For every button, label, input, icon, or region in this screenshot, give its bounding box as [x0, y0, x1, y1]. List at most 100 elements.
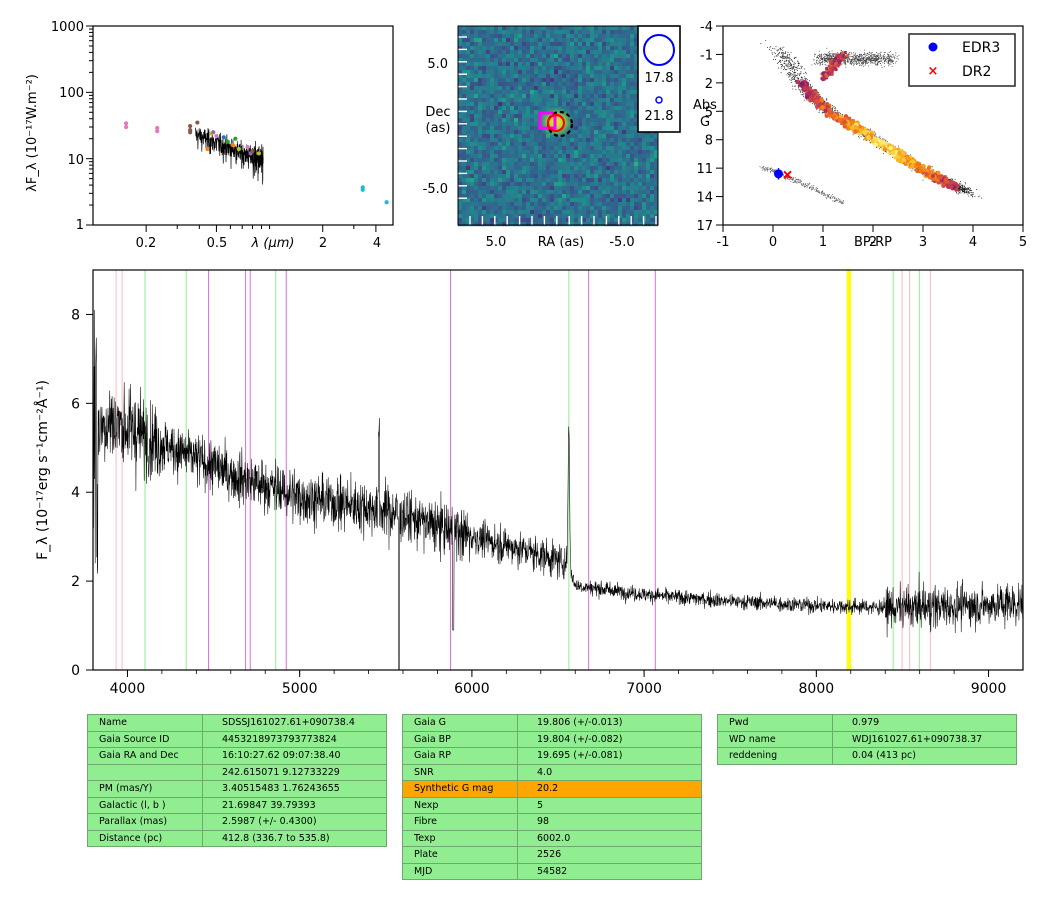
image-pixel [546, 66, 551, 71]
image-pixel [578, 42, 583, 47]
image-pixel [542, 54, 547, 59]
image-pixel [610, 82, 615, 87]
image-pixel [522, 142, 527, 147]
image-pixel [582, 170, 587, 175]
image-pixel [542, 50, 547, 55]
image-pixel [654, 166, 659, 171]
image-pixel [538, 38, 543, 43]
hr-field-star [833, 105, 835, 107]
image-pixel [478, 214, 483, 219]
hr-field-star [795, 67, 797, 69]
image-pixel [638, 194, 643, 199]
image-pixel [462, 222, 467, 227]
image-pixel [534, 146, 539, 151]
image-pixel [458, 182, 463, 187]
image-pixel [458, 82, 463, 87]
sed-photometry-point-2 [155, 125, 160, 131]
image-pixel [570, 222, 575, 227]
image-pixel [510, 70, 515, 75]
image-pixel [474, 94, 479, 99]
hr-field-star [785, 63, 787, 65]
image-pixel [466, 114, 471, 119]
image-pixel [474, 206, 479, 211]
hr-giant-star [830, 52, 832, 54]
image-pixel [510, 190, 515, 195]
image-pixel [462, 26, 467, 31]
hr-field-star [797, 60, 799, 62]
image-pixel [582, 194, 587, 199]
image-pixel [634, 118, 639, 123]
hr-field-star [951, 178, 953, 180]
image-pixel [614, 62, 619, 67]
image-pixel [514, 26, 519, 31]
image-pixel [622, 90, 627, 95]
image-pixel [602, 130, 607, 135]
image-pixel [534, 74, 539, 79]
image-pixel [478, 202, 483, 207]
image-pixel [458, 126, 463, 131]
image-pixel [578, 34, 583, 39]
image-pixel [510, 110, 515, 115]
image-pixel [574, 114, 579, 119]
image-pixel [602, 74, 607, 79]
hr-field-star [878, 148, 880, 150]
image-pixel [462, 74, 467, 79]
image-pixel [574, 94, 579, 99]
image-pixel [646, 194, 651, 199]
image-pixel [626, 126, 631, 131]
image-pixel [474, 50, 479, 55]
image-pixel [606, 142, 611, 147]
image-pixel [542, 154, 547, 159]
image-pixel [458, 102, 463, 107]
image-pixel [506, 154, 511, 159]
sed-photometry-point-0 [124, 121, 129, 126]
image-pixel [570, 142, 575, 147]
hr-field-star [786, 65, 788, 67]
image-pixel [626, 106, 631, 111]
image-pixel [466, 158, 471, 163]
image-pixel [550, 58, 555, 63]
image-pixel [486, 166, 491, 171]
image-pixel [494, 74, 499, 79]
image-pixel [614, 78, 619, 83]
image-pixel [642, 134, 647, 139]
image-pixel [554, 30, 559, 35]
image-xtick-5: 5.0 [486, 235, 507, 250]
image-pixel [602, 34, 607, 39]
hr-field-star [760, 43, 762, 45]
image-pixel [582, 70, 587, 75]
image-pixel [654, 170, 659, 175]
image-pixel [490, 182, 495, 187]
image-pixel [626, 42, 631, 47]
image-pixel [510, 154, 515, 159]
image-pixel [518, 74, 523, 79]
image-pixel [566, 34, 571, 39]
hr-field-star [789, 65, 791, 67]
image-pixel [574, 130, 579, 135]
image-pixel [602, 222, 607, 227]
image-pixel [498, 70, 503, 75]
image-pixel [514, 54, 519, 59]
image-pixel [590, 30, 595, 35]
image-pixel [630, 122, 635, 127]
image-pixel [614, 38, 619, 43]
image-pixel [534, 66, 539, 71]
image-pixel [578, 86, 583, 91]
image-pixel [574, 38, 579, 43]
image-pixel [510, 98, 515, 103]
sed-photometry-point-8 [205, 146, 210, 152]
image-pixel [566, 86, 571, 91]
hr-field-star [782, 57, 784, 59]
image-pixel [598, 138, 603, 143]
image-pixel [634, 162, 639, 167]
image-pixel [570, 218, 575, 223]
image-pixel [638, 174, 643, 179]
image-pixel [542, 46, 547, 51]
image-pixel [506, 174, 511, 179]
hr-field-star [779, 61, 781, 63]
image-pixel [514, 190, 519, 195]
image-pixel [474, 158, 479, 163]
image-pixel [526, 106, 531, 111]
image-pixel [462, 170, 467, 175]
image-pixel [606, 158, 611, 163]
